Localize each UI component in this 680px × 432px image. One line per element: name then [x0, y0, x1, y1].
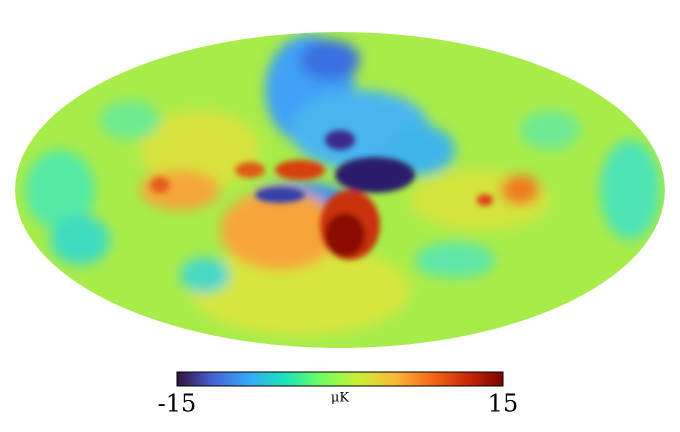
sky-map — [15, 32, 665, 348]
colorbar — [176, 371, 504, 387]
colorbar-tick-label: -15 — [158, 390, 197, 418]
colorbar-tick-label: 15 — [488, 390, 519, 418]
colorbar-unit: μK — [331, 391, 349, 406]
